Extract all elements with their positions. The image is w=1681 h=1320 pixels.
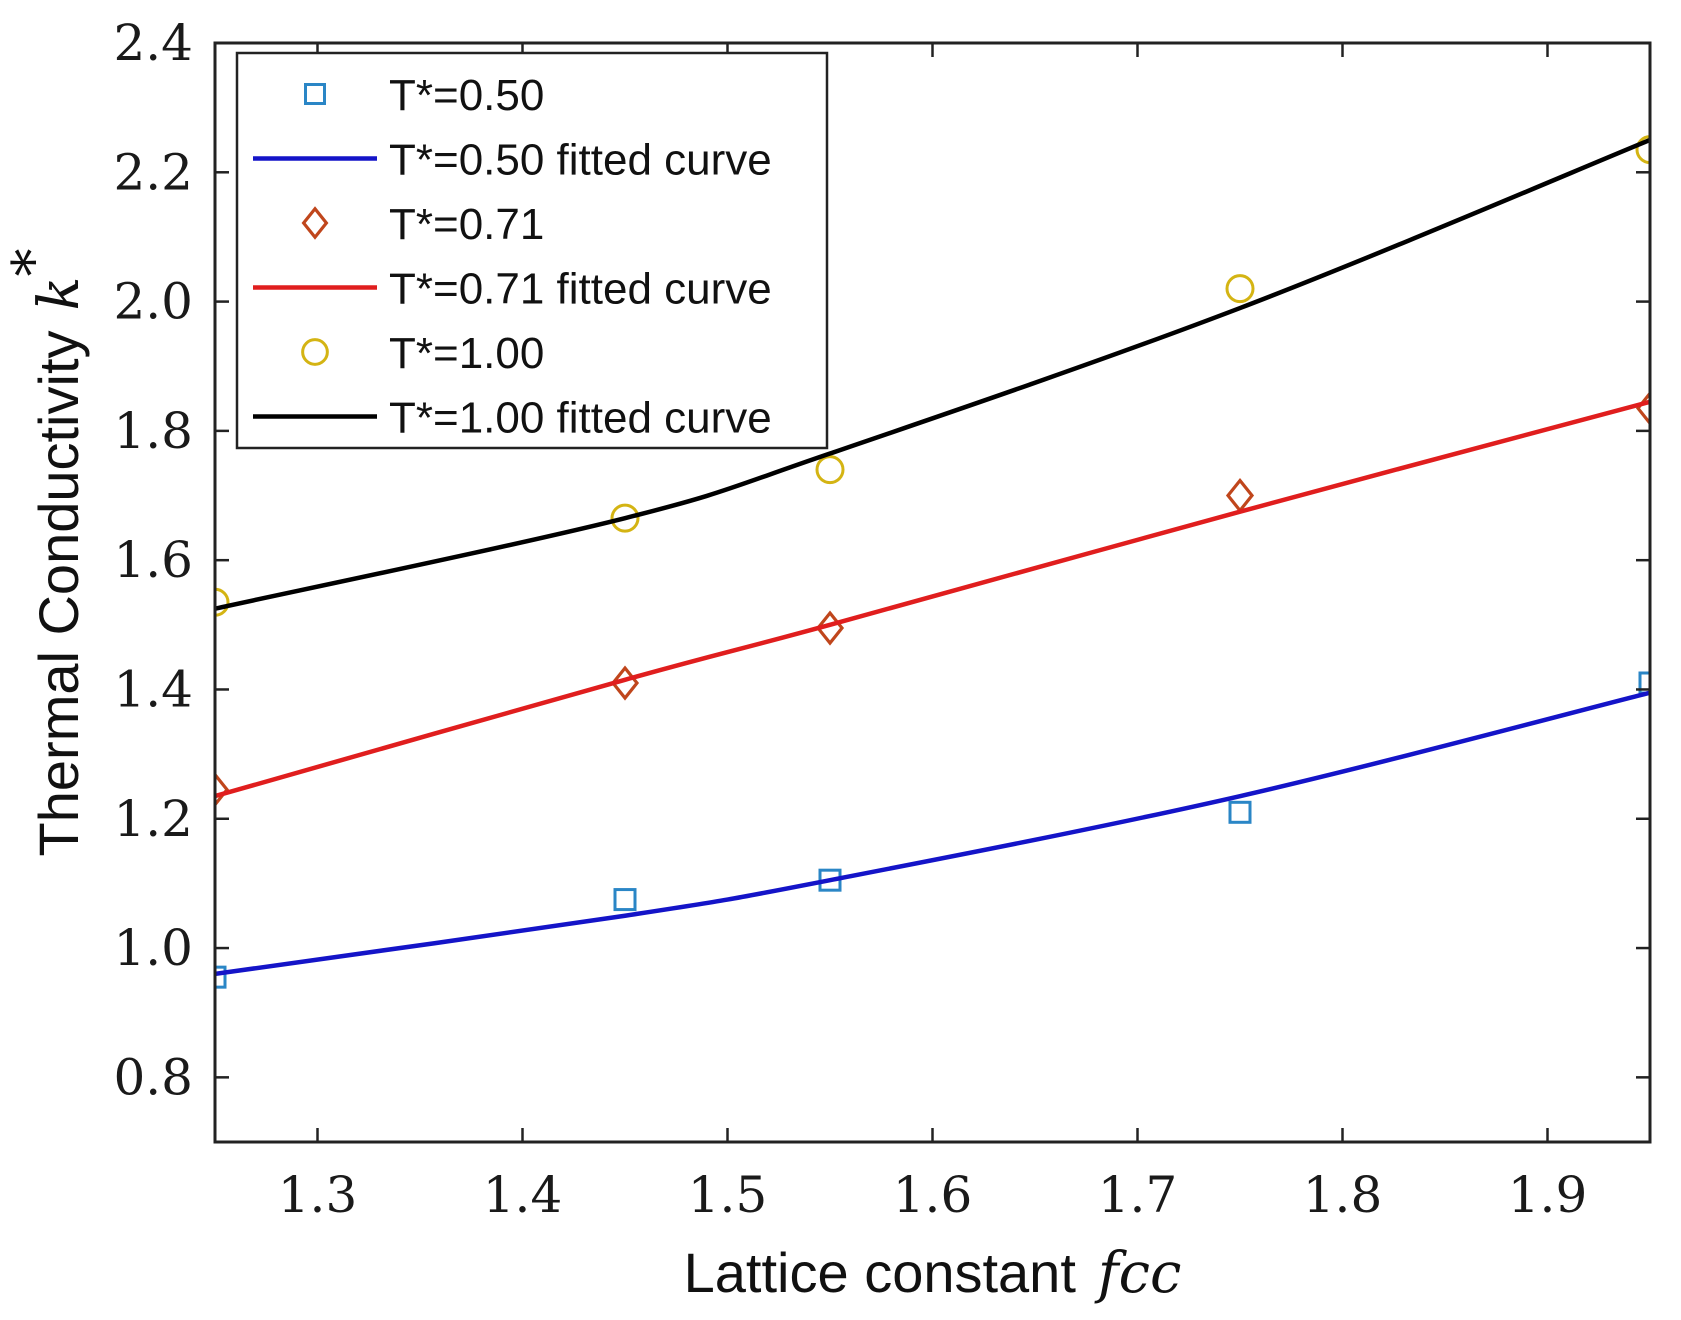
- x-axis-title-variable: fcc: [1094, 1241, 1181, 1306]
- data-point-circle: [815, 455, 845, 485]
- x-axis-title: Lattice constant fcc: [684, 1241, 1182, 1306]
- legend-entry: T*=0.50 fitted curve: [253, 136, 772, 185]
- plot-area: [215, 135, 1650, 989]
- x-tick-label: 1.3: [278, 1166, 358, 1224]
- data-point-square: [215, 965, 227, 989]
- series-t-0-71-fitted-curve: [215, 399, 1650, 799]
- legend-entry: T*=1.00: [301, 329, 544, 378]
- legend-label: T*=0.50 fitted curve: [389, 136, 772, 185]
- fitted-curve: [215, 690, 1650, 977]
- legend-entry: T*=1.00 fitted curve: [253, 394, 772, 443]
- legend-entry: T*=0.71 fitted curve: [253, 265, 772, 314]
- series-layer: [215, 135, 1650, 989]
- y-tick-label: 1.8: [113, 402, 193, 460]
- legend: T*=0.50 T*=0.50 fitted curve T*=0.71 T*=0.7…: [235, 51, 829, 450]
- data-point-circle: [215, 587, 230, 617]
- legend-marker-swatch: [301, 338, 329, 366]
- x-axis-title-text: Lattice constant: [684, 1241, 1077, 1304]
- data-point-circle: [610, 503, 640, 533]
- legend-label: T*=1.00 fitted curve: [389, 394, 772, 443]
- x-tick-label: 1.9: [1508, 1166, 1588, 1224]
- y-tick-label: 0.8: [113, 1048, 193, 1106]
- series-t-0-50-fitted-curve: [215, 690, 1650, 977]
- y-tick-label: 1.4: [113, 660, 193, 718]
- fitted-curve: [215, 137, 1650, 611]
- legend-entry: T*=0.50: [304, 71, 544, 120]
- x-tick-label: 1.7: [1098, 1166, 1178, 1224]
- legend-entry: T*=0.71: [301, 200, 544, 249]
- y-tick-label: 2.0: [113, 273, 193, 331]
- x-tick-label: 1.4: [483, 1166, 563, 1224]
- x-tick-label: 1.6: [893, 1166, 973, 1224]
- legend-label: T*=0.71 fitted curve: [389, 265, 772, 314]
- series-t-1-00-fitted-curve: [215, 137, 1650, 611]
- series-t-1-00: [215, 135, 1650, 617]
- legend-label: T*=0.50: [389, 71, 544, 120]
- data-point-square: [613, 888, 637, 912]
- y-axis-title: Thermal Conductivity k*: [1, 249, 92, 857]
- ticks-layer: 1.3 1.4 1.5 1.6 1.7 1.8 1.9 0.8 1.0 1.2 1.4 1.6 1.8 2…: [113, 14, 1650, 1224]
- y-axis-title-text: Thermal Conductivity: [27, 330, 90, 856]
- y-tick-label: 2.4: [113, 14, 193, 72]
- legend-marker-swatch: [304, 83, 326, 105]
- data-point-circle: [1225, 274, 1255, 304]
- data-point-circle: [1635, 135, 1650, 165]
- x-tick-label: 1.8: [1303, 1166, 1383, 1224]
- y-tick-label: 2.2: [113, 143, 193, 201]
- y-tick-label: 1.2: [113, 790, 193, 848]
- x-tick-label: 1.5: [688, 1166, 768, 1224]
- legend-label: T*=1.00: [389, 329, 544, 378]
- y-tick-label: 1.6: [113, 531, 193, 589]
- y-axis-title-superscript: *: [1, 249, 66, 277]
- y-tick-label: 1.0: [113, 919, 193, 977]
- legend-box: [235, 51, 829, 450]
- fitted-curve: [215, 399, 1650, 799]
- legend-marker-swatch: [301, 206, 329, 240]
- data-point-square: [1638, 671, 1650, 695]
- data-point-diamond: [215, 772, 230, 808]
- legend-items: T*=0.50 T*=0.50 fitted curve T*=0.71 T*=0.7…: [253, 71, 772, 443]
- legend-label: T*=0.71: [389, 200, 544, 249]
- y-axis-title-variable: k: [27, 277, 92, 311]
- data-point-square: [1228, 800, 1252, 824]
